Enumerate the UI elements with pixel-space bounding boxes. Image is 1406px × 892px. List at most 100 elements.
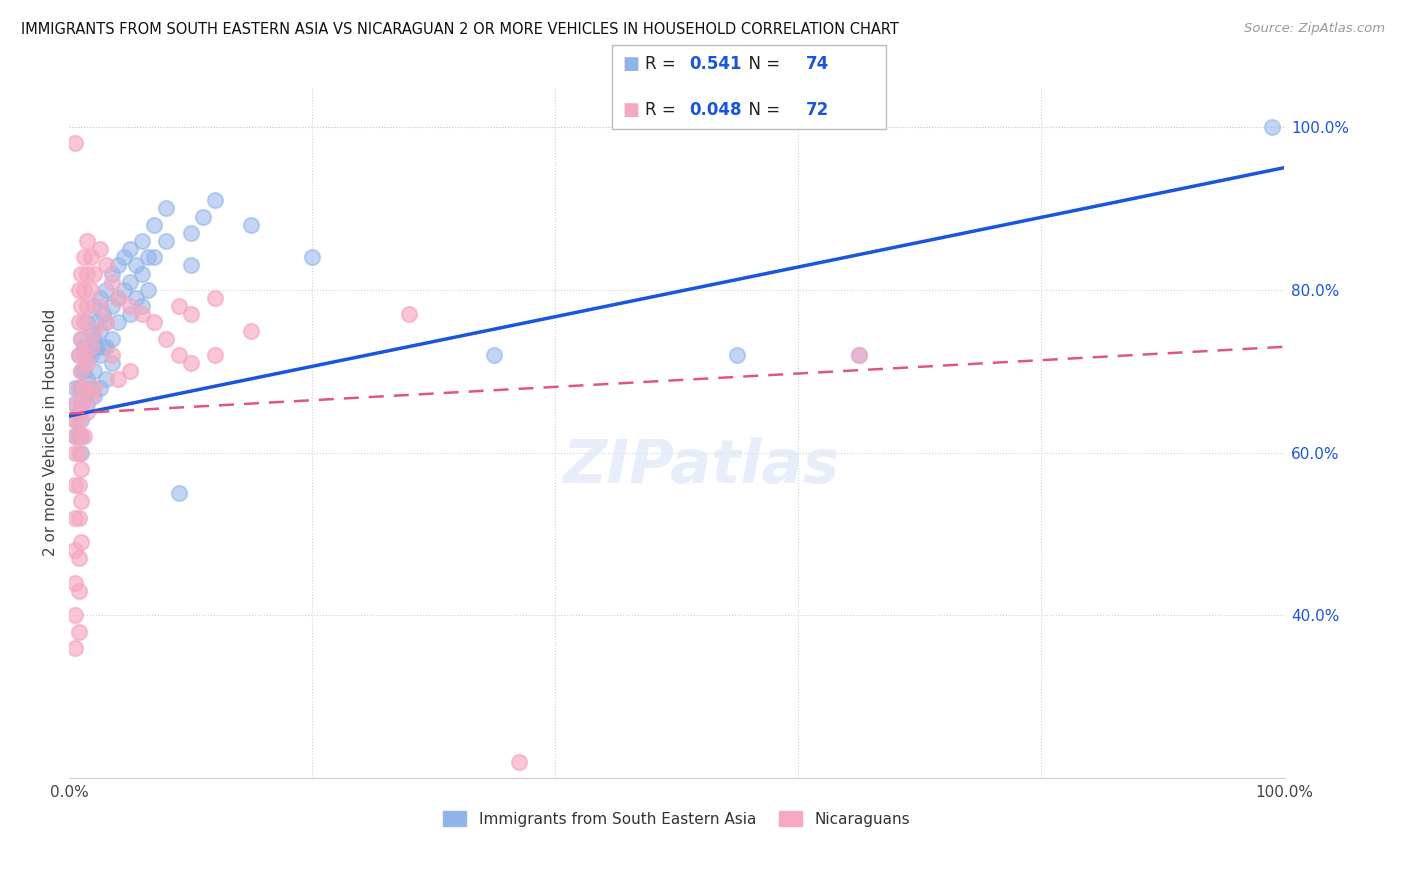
Point: [136, 250, 159, 264]
Point: [204, 291, 226, 305]
Point: [76, 356, 98, 370]
Point: [848, 348, 870, 362]
Point: [65, 608, 87, 623]
Point: [398, 307, 420, 321]
Point: [155, 234, 177, 248]
Point: [67, 429, 90, 443]
Point: [107, 291, 129, 305]
Point: [83, 332, 105, 346]
Point: [80, 380, 103, 394]
Point: [67, 380, 90, 394]
Point: [848, 348, 870, 362]
Point: [76, 234, 98, 248]
Point: [83, 380, 105, 394]
Point: [94, 259, 117, 273]
Point: [65, 429, 87, 443]
Point: [125, 259, 148, 273]
Point: [67, 478, 90, 492]
Point: [80, 324, 103, 338]
Point: [70, 397, 93, 411]
Point: [143, 250, 166, 264]
Point: [83, 389, 105, 403]
Point: [301, 250, 323, 264]
Point: [76, 372, 98, 386]
Point: [70, 413, 93, 427]
Text: IMMIGRANTS FROM SOUTH EASTERN ASIA VS NICARAGUAN 2 OR MORE VEHICLES IN HOUSEHOLD: IMMIGRANTS FROM SOUTH EASTERN ASIA VS NI…: [21, 22, 898, 37]
Point: [76, 348, 98, 362]
Point: [80, 340, 103, 354]
Point: [70, 494, 93, 508]
Point: [67, 380, 90, 394]
Point: [70, 397, 93, 411]
Point: [73, 283, 96, 297]
Point: [76, 267, 98, 281]
Point: [89, 291, 111, 305]
Point: [155, 332, 177, 346]
Point: [80, 250, 103, 264]
Point: [136, 283, 159, 297]
Text: N =: N =: [738, 55, 786, 73]
Point: [70, 332, 93, 346]
Point: [240, 218, 263, 232]
Point: [76, 397, 98, 411]
Text: 74: 74: [806, 55, 830, 73]
Point: [76, 405, 98, 419]
Point: [100, 275, 122, 289]
Point: [67, 624, 90, 639]
Point: [65, 429, 87, 443]
Point: [112, 283, 135, 297]
Point: [167, 486, 190, 500]
Point: [155, 202, 177, 216]
Point: [67, 445, 90, 459]
Y-axis label: 2 or more Vehicles in Household: 2 or more Vehicles in Household: [44, 309, 58, 556]
Point: [131, 234, 153, 248]
Point: [67, 315, 90, 329]
Point: [725, 348, 748, 362]
Point: [76, 315, 98, 329]
Point: [70, 429, 93, 443]
Point: [118, 242, 141, 256]
Point: [204, 348, 226, 362]
Point: [240, 324, 263, 338]
Point: [70, 299, 93, 313]
Text: Source: ZipAtlas.com: Source: ZipAtlas.com: [1244, 22, 1385, 36]
Point: [65, 640, 87, 655]
Legend: Immigrants from South Eastern Asia, Nicaraguans: Immigrants from South Eastern Asia, Nica…: [437, 805, 915, 833]
Point: [67, 584, 90, 599]
Point: [100, 348, 122, 362]
Point: [143, 218, 166, 232]
Point: [67, 551, 90, 566]
Point: [76, 299, 98, 313]
Point: [70, 364, 93, 378]
Point: [67, 405, 90, 419]
Point: [100, 267, 122, 281]
Text: ZIPatlas: ZIPatlas: [562, 437, 839, 496]
Point: [70, 429, 93, 443]
Point: [89, 299, 111, 313]
Point: [67, 348, 90, 362]
Point: [83, 299, 105, 313]
Point: [180, 356, 202, 370]
Point: [70, 267, 93, 281]
Point: [65, 575, 87, 590]
Point: [107, 315, 129, 329]
Point: [112, 250, 135, 264]
Point: [94, 340, 117, 354]
Point: [107, 259, 129, 273]
Point: [73, 340, 96, 354]
Point: [73, 380, 96, 394]
Point: [180, 307, 202, 321]
Point: [118, 307, 141, 321]
Text: N =: N =: [738, 101, 786, 119]
Point: [94, 315, 117, 329]
Point: [65, 413, 87, 427]
Point: [167, 348, 190, 362]
Point: [65, 397, 87, 411]
Point: [94, 372, 117, 386]
Point: [73, 364, 96, 378]
Point: [73, 250, 96, 264]
Point: [107, 372, 129, 386]
Text: ■: ■: [623, 55, 640, 73]
Point: [73, 389, 96, 403]
Point: [100, 356, 122, 370]
